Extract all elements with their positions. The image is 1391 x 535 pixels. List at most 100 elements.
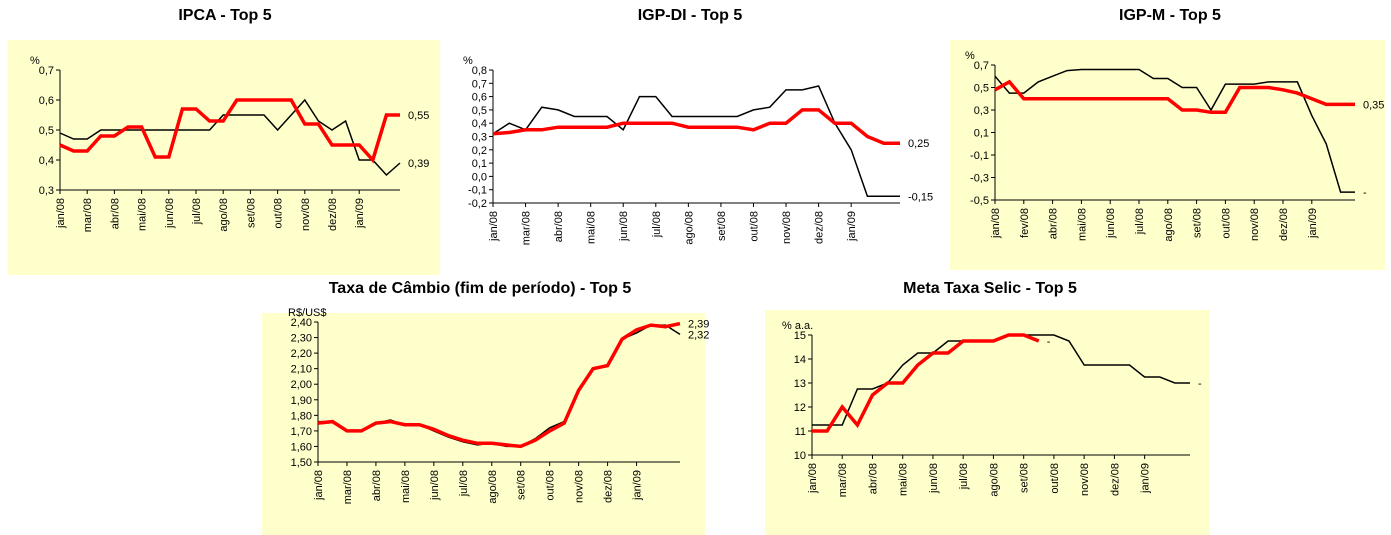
y-tick-label: 0,3	[472, 132, 487, 144]
series-line	[59, 98, 401, 177]
x-tick-label: ago/08	[1163, 208, 1175, 242]
x-tick-label: set/08	[516, 470, 528, 500]
x-tick-label: jul/08	[458, 470, 470, 497]
y-tick-label: 1,60	[291, 441, 312, 453]
chart-title: Taxa de Câmbio (fim de período) - Top 5	[329, 280, 632, 297]
x-tick-label: nov/08	[300, 198, 312, 231]
x-tick-label: jan/09	[354, 198, 366, 229]
y-tick-label: -0,1	[468, 185, 487, 197]
value-label: 2,39	[688, 319, 709, 331]
x-tick-label: jun/08	[928, 463, 940, 494]
chart-title: IPCA - Top 5	[178, 7, 271, 24]
x-tick-label: ago/08	[218, 198, 230, 232]
y-tick-label: 0,4	[472, 118, 487, 130]
y-tick-label: 2,00	[291, 379, 312, 391]
chart-background	[8, 40, 440, 275]
x-tick-label: dez/08	[327, 198, 339, 231]
y-tick-label: 0,8	[472, 65, 487, 77]
y-tick-label: 0,6	[39, 95, 54, 107]
y-axis-label: R$/US$	[288, 307, 327, 319]
x-tick-label: mai/08	[898, 463, 910, 496]
x-tick-label: abr/08	[867, 463, 879, 494]
y-tick-label: 0,4	[39, 155, 54, 167]
y-tick-label: -0,1	[970, 150, 989, 162]
x-tick-label: jan/09	[846, 211, 858, 242]
value-label: 2,32	[688, 329, 709, 341]
series-line	[59, 98, 400, 164]
x-tick-label: out/08	[1049, 463, 1061, 494]
y-tick-label: -0,2	[468, 198, 487, 210]
x-tick-label: mar/08	[521, 211, 533, 245]
x-tick-label: dez/08	[603, 470, 615, 503]
y-tick-label: 1,50	[291, 457, 312, 469]
x-tick-label: jul/08	[651, 211, 663, 238]
y-tick-label: 0,5	[472, 105, 487, 117]
x-tick-label: fev/08	[1019, 208, 1031, 238]
value-label: -	[1198, 378, 1202, 390]
y-tick-label: 0,7	[472, 78, 487, 90]
y-tick-label: 0,2	[472, 145, 487, 157]
x-tick-label: mai/08	[586, 211, 598, 244]
x-tick-label: set/08	[716, 211, 728, 241]
x-tick-label: set/08	[245, 198, 257, 228]
x-tick-label: jun/08	[429, 470, 441, 501]
x-tick-label: jul/08	[958, 463, 970, 490]
x-tick-label: jan/08	[55, 198, 67, 229]
y-tick-label: 2,20	[291, 348, 312, 360]
y-tick-label: 1,90	[291, 395, 312, 407]
value-label: -	[1363, 187, 1367, 199]
y-tick-label: 1,70	[291, 426, 312, 438]
series-line	[812, 333, 1040, 433]
y-tick-label: 12	[794, 402, 806, 414]
x-tick-label: dez/08	[814, 211, 826, 244]
series-line	[492, 85, 900, 198]
x-tick-label: jun/08	[164, 198, 176, 229]
value-label: -0,15	[908, 191, 933, 203]
y-tick-label: 0,1	[472, 158, 487, 170]
y-tick-label: 0,1	[974, 128, 989, 140]
value-label: 0,55	[408, 110, 429, 122]
x-tick-label: set/08	[1192, 208, 1204, 238]
x-tick-label: mai/08	[137, 198, 149, 231]
x-tick-label: dez/08	[1109, 463, 1121, 496]
value-label: 0,25	[908, 138, 929, 150]
series-line	[317, 321, 681, 449]
y-tick-label: 0,3	[39, 185, 54, 197]
y-tick-label: 0,6	[472, 92, 487, 104]
y-axis-label: %	[965, 50, 975, 62]
chart-background	[262, 313, 705, 535]
x-tick-label: jan/08	[990, 208, 1002, 239]
x-tick-label: mai/08	[1076, 208, 1088, 241]
x-tick-label: jun/08	[618, 211, 630, 242]
x-tick-label: nov/08	[574, 470, 586, 503]
x-tick-label: abr/08	[371, 470, 383, 501]
x-tick-label: mar/08	[837, 463, 849, 497]
value-label: -	[1047, 336, 1051, 348]
x-tick-label: nov/08	[1249, 208, 1261, 241]
value-label: 0,35	[1363, 99, 1384, 111]
x-tick-label: abr/08	[109, 198, 121, 229]
x-tick-label: ago/08	[683, 211, 695, 245]
x-tick-label: mar/08	[82, 198, 94, 232]
y-tick-label: 0,7	[39, 65, 54, 77]
y-tick-label: 0,5	[974, 83, 989, 95]
x-tick-label: nov/08	[1079, 463, 1091, 496]
chart-title: IGP-DI - Top 5	[638, 7, 743, 24]
y-tick-label: 2,10	[291, 364, 312, 376]
y-axis-label: % a.a.	[782, 320, 813, 332]
x-tick-label: mai/08	[400, 470, 412, 503]
x-tick-label: out/08	[1220, 208, 1232, 239]
x-tick-label: jan/09	[1140, 463, 1152, 494]
y-tick-label: 13	[794, 378, 806, 390]
y-tick-label: 15	[794, 330, 806, 342]
x-tick-label: jan/09	[1307, 208, 1319, 239]
x-tick-label: ago/08	[988, 463, 1000, 497]
y-tick-label: 2,40	[291, 317, 312, 329]
y-tick-label: 0,5	[39, 125, 54, 137]
x-tick-label: out/08	[273, 198, 285, 229]
x-tick-label: dez/08	[1278, 208, 1290, 241]
chart-title: Meta Taxa Selic - Top 5	[903, 280, 1077, 297]
x-tick-label: nov/08	[781, 211, 793, 244]
series-line	[994, 68, 1355, 193]
y-tick-label: -0,5	[970, 195, 989, 207]
